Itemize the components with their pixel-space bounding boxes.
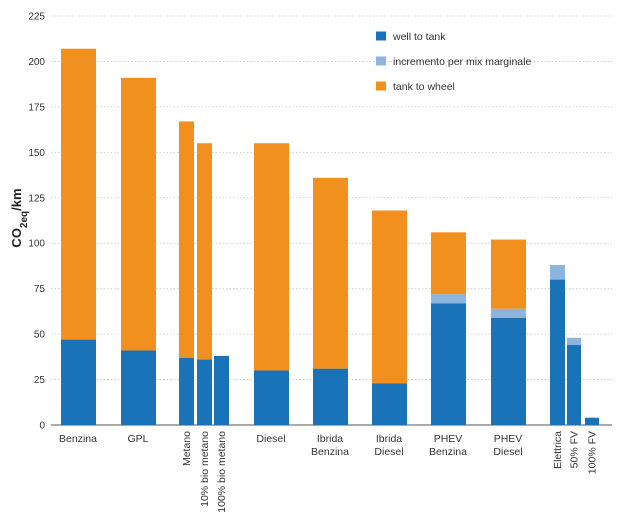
bar-segment-tank-to-wheel (431, 232, 466, 295)
bar-segment-tank-to-wheel (61, 48, 96, 340)
bar-segment-well-to-tank (550, 279, 565, 425)
y-tick-label: 25 (34, 375, 46, 386)
bar-10 (491, 239, 526, 425)
y-tick-label: 0 (39, 421, 45, 432)
legend-label: tank to wheel (393, 81, 455, 93)
bar-segment-incremento-per-mix-marginale (567, 337, 581, 346)
x-tick-label: Elettrica (552, 431, 564, 469)
x-tick-label: Ibrida (317, 433, 343, 445)
bar-segment-tank-to-wheel (179, 121, 194, 358)
bar-6 (254, 143, 289, 425)
bar-2 (121, 77, 156, 425)
x-tick-label: Benzina (311, 446, 349, 458)
bar-segment-tank-to-wheel (313, 177, 348, 369)
bar-segment-well-to-tank (491, 317, 526, 425)
bar-8 (372, 210, 407, 425)
bar-5 (214, 355, 229, 425)
y-axis-title: CO2eq/km (9, 188, 30, 247)
x-tick-label: Metano (181, 431, 193, 466)
bar-segment-tank-to-wheel (372, 210, 407, 384)
x-tick-label: Ibrida (376, 433, 402, 445)
y-tick-label: 200 (28, 57, 45, 68)
bar-segment-incremento-per-mix-marginale (431, 294, 466, 304)
bar-segment-incremento-per-mix-marginale (491, 308, 526, 318)
bar-segment-well-to-tank (121, 350, 156, 425)
legend-label: incremento per mix marginale (393, 56, 531, 68)
x-tick-label: GPL (127, 433, 148, 445)
x-tick-label: 10% bio metano (199, 431, 211, 507)
bar-13 (585, 417, 599, 425)
bar-segment-well-to-tank (197, 359, 212, 425)
bar-segment-well-to-tank (372, 383, 407, 425)
bar-4 (197, 143, 212, 425)
bar-segment-tank-to-wheel (254, 143, 289, 371)
x-tick-label: PHEV (434, 433, 463, 445)
x-tick-label: 50% FV (569, 431, 581, 468)
legend-label: well to tank (392, 31, 446, 43)
bar-12 (567, 337, 581, 425)
bar-9 (431, 232, 466, 425)
y-tick-label: 225 (28, 12, 45, 23)
bar-segment-tank-to-wheel (121, 77, 156, 351)
y-tick-label: 175 (28, 102, 45, 113)
x-tick-label: Diesel (493, 446, 522, 458)
bar-segment-well-to-tank (254, 370, 289, 425)
bar-segment-well-to-tank (567, 345, 581, 425)
bar-3 (179, 121, 194, 425)
y-axis-ticks: 0 25 50 75 100 125 150 175 200 225 (28, 12, 45, 432)
bar-segment-well-to-tank (61, 339, 96, 425)
x-tick-label: PHEV (494, 433, 523, 445)
bar-segment-well-to-tank (179, 357, 194, 425)
bar-11 (550, 265, 565, 425)
x-tick-label: Diesel (256, 433, 285, 445)
x-tick-label: 100% FV (587, 431, 599, 474)
y-tick-label: 75 (34, 284, 46, 295)
bar-segment-well-to-tank (214, 355, 229, 425)
y-tick-label: 50 (34, 330, 46, 341)
bar-segment-well-to-tank (585, 417, 599, 425)
bar-segment-tank-to-wheel (197, 143, 212, 360)
bar-segment-well-to-tank (431, 303, 466, 425)
bar-segment-well-to-tank (313, 368, 348, 425)
y-tick-label: 125 (28, 193, 45, 204)
bar-segment-incremento-per-mix-marginale (550, 265, 565, 280)
bar-7 (313, 177, 348, 425)
x-tick-label: Diesel (374, 446, 403, 458)
legend-swatch (376, 31, 386, 41)
x-tick-label: 100% bio metano (216, 431, 228, 513)
legend: well to tank incremento per mix marginale… (376, 31, 531, 93)
y-tick-label: 100 (28, 239, 45, 250)
legend-swatch (376, 81, 386, 91)
bars (61, 48, 599, 425)
y-tick-label: 150 (28, 148, 45, 159)
bar-1 (61, 48, 96, 425)
x-tick-label: Benzina (429, 446, 467, 458)
legend-swatch (376, 56, 386, 66)
bar-segment-tank-to-wheel (491, 239, 526, 309)
x-axis-labels: Benzina GPL Metano 10% bio metano 100% bio m… (59, 431, 598, 513)
x-tick-label: Benzina (59, 433, 97, 445)
